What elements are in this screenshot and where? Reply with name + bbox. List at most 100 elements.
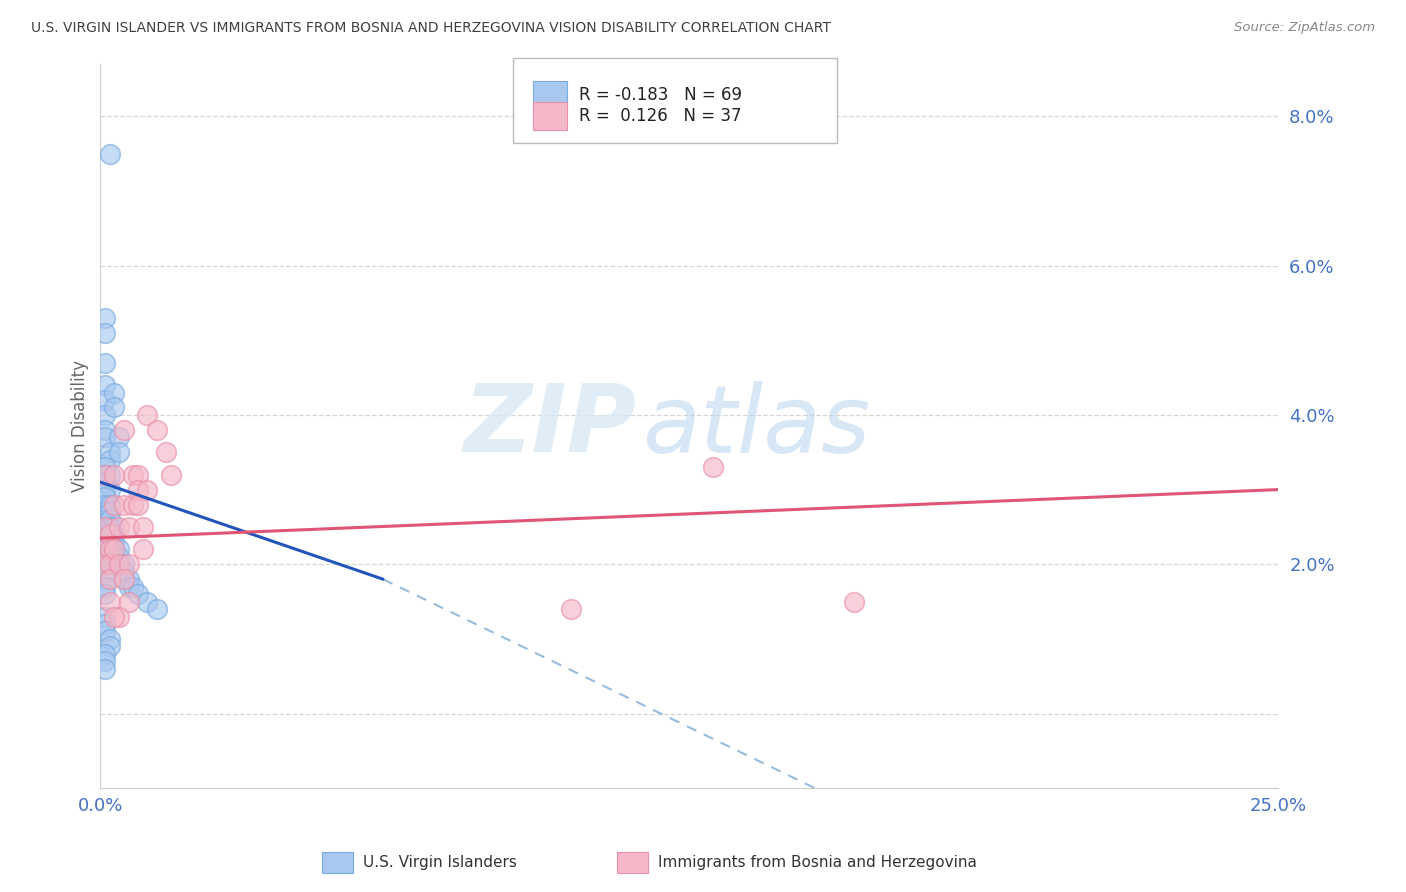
Point: [94, 498, 117, 512]
Point: [94, 512, 117, 526]
Point: [94, 542, 117, 557]
Point: [94, 460, 117, 475]
Y-axis label: Vision Disability: Vision Disability: [72, 360, 89, 492]
Point: [94, 483, 117, 497]
Point: [108, 445, 131, 459]
Point: [98, 549, 121, 564]
Point: [103, 609, 125, 624]
Point: [122, 580, 145, 594]
Point: [98, 512, 121, 526]
Point: [94, 609, 117, 624]
Point: [103, 549, 125, 564]
Point: [842, 594, 865, 608]
Point: [560, 602, 582, 616]
Point: [98, 640, 121, 654]
Text: R = -0.183   N = 69: R = -0.183 N = 69: [579, 87, 742, 104]
Point: [103, 498, 125, 512]
Point: [98, 505, 121, 519]
Point: [112, 565, 135, 579]
Text: Immigrants from Bosnia and Herzegovina: Immigrants from Bosnia and Herzegovina: [658, 855, 977, 870]
Point: [127, 587, 149, 601]
Point: [103, 467, 125, 482]
Point: [94, 475, 117, 490]
Point: [132, 542, 155, 557]
Point: [98, 527, 121, 541]
Point: [94, 549, 117, 564]
Point: [160, 467, 183, 482]
Point: [136, 483, 159, 497]
Point: [98, 445, 121, 459]
Point: [146, 423, 169, 437]
Point: [94, 326, 117, 340]
Point: [103, 542, 125, 557]
Point: [117, 520, 139, 534]
Point: [94, 558, 117, 572]
Point: [98, 527, 121, 541]
Point: [98, 572, 121, 586]
Point: [117, 558, 139, 572]
Point: [94, 654, 117, 668]
Point: [98, 632, 121, 646]
Point: [94, 408, 117, 422]
Point: [136, 594, 159, 608]
Point: [94, 565, 117, 579]
Point: [98, 498, 121, 512]
Point: [98, 146, 121, 161]
Point: [103, 534, 125, 549]
Point: [94, 520, 117, 534]
Point: [112, 558, 135, 572]
Point: [94, 662, 117, 676]
Point: [98, 520, 121, 534]
Point: [98, 452, 121, 467]
Point: [108, 558, 131, 572]
Point: [98, 542, 121, 557]
Point: [103, 401, 125, 415]
Text: R =  0.126   N = 37: R = 0.126 N = 37: [579, 107, 742, 125]
Point: [702, 460, 724, 475]
Point: [94, 647, 117, 661]
Point: [94, 558, 117, 572]
Point: [94, 542, 117, 557]
Point: [94, 378, 117, 392]
Point: [103, 527, 125, 541]
Point: [103, 520, 125, 534]
Point: [98, 467, 121, 482]
Point: [94, 356, 117, 370]
Point: [122, 467, 145, 482]
Point: [108, 430, 131, 444]
Point: [112, 498, 135, 512]
Text: Source: ZipAtlas.com: Source: ZipAtlas.com: [1234, 21, 1375, 35]
Point: [94, 392, 117, 407]
Point: [103, 542, 125, 557]
Point: [127, 467, 149, 482]
Point: [127, 498, 149, 512]
Point: [94, 467, 117, 482]
Point: [94, 624, 117, 639]
Point: [98, 498, 121, 512]
Point: [98, 594, 121, 608]
Point: [98, 542, 121, 557]
Point: [94, 505, 117, 519]
Point: [112, 423, 135, 437]
Point: [117, 594, 139, 608]
Point: [122, 498, 145, 512]
Point: [108, 609, 131, 624]
Text: U.S. VIRGIN ISLANDER VS IMMIGRANTS FROM BOSNIA AND HERZEGOVINA VISION DISABILITY: U.S. VIRGIN ISLANDER VS IMMIGRANTS FROM …: [31, 21, 831, 36]
Point: [94, 617, 117, 632]
Point: [117, 580, 139, 594]
Point: [94, 534, 117, 549]
Point: [98, 534, 121, 549]
Point: [98, 558, 121, 572]
Point: [136, 408, 159, 422]
Point: [94, 430, 117, 444]
Point: [108, 558, 131, 572]
Text: U.S. Virgin Islanders: U.S. Virgin Islanders: [363, 855, 516, 870]
Point: [94, 587, 117, 601]
Point: [94, 310, 117, 325]
Point: [132, 520, 155, 534]
Point: [94, 580, 117, 594]
Point: [94, 490, 117, 504]
Text: atlas: atlas: [643, 381, 870, 472]
Point: [112, 572, 135, 586]
Point: [94, 467, 117, 482]
